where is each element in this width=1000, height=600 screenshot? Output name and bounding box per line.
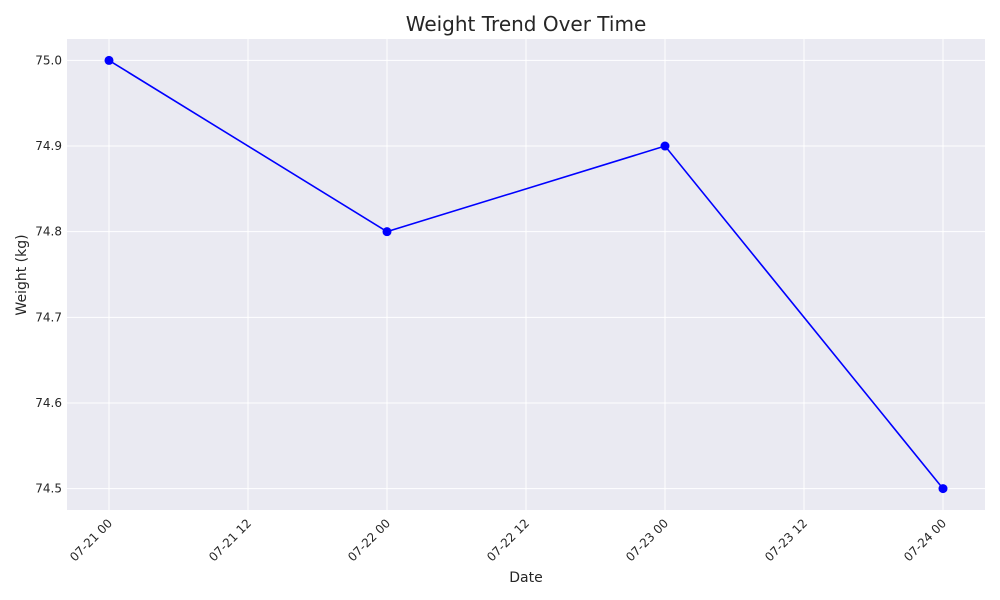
x-tick-label: 07-24 00 (901, 516, 949, 564)
x-tick-label: 07-22 12 (484, 516, 532, 564)
y-axis-label: Weight (kg) (14, 234, 30, 315)
y-tick-label: 74.8 (35, 225, 62, 239)
grid (67, 39, 985, 510)
data-point (382, 227, 392, 237)
data-point (938, 484, 948, 494)
series-line (108, 59, 944, 490)
x-axis-label: Date (509, 570, 542, 586)
x-tick-label: 07-22 00 (345, 516, 393, 564)
x-tick-label: 07-23 12 (762, 516, 810, 564)
x-tick-label: 07-23 00 (623, 516, 671, 564)
data-point (660, 141, 670, 151)
x-tick-label: 07-21 00 (67, 516, 115, 564)
chart-title: Weight Trend Over Time (406, 12, 647, 36)
series-layer (104, 55, 948, 494)
y-tick-label: 74.7 (35, 310, 62, 324)
y-tick-labels: 74.5 74.6 74.7 74.8 74.9 75.0 (35, 53, 62, 495)
y-tick-label: 74.9 (35, 139, 62, 153)
x-tick-label: 07-21 12 (206, 516, 254, 564)
x-tick-labels: 07-21 00 07-21 12 07-22 00 07-22 12 07-23 00… (67, 516, 949, 564)
y-tick-label: 74.6 (35, 396, 62, 410)
data-point (104, 55, 114, 65)
y-tick-label: 75.0 (35, 53, 62, 67)
y-tick-label: 74.5 (35, 482, 62, 496)
